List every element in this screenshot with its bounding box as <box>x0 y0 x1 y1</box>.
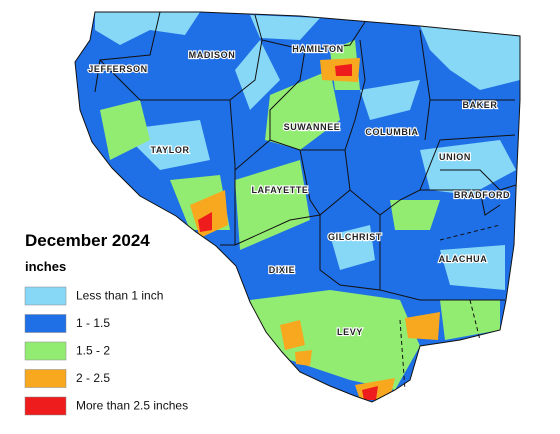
county-label: DIXIE <box>269 265 296 275</box>
rain-zone <box>100 100 150 160</box>
county-label: LEVY <box>337 327 363 337</box>
rain-zone <box>250 290 420 390</box>
legend-title: December 2024 <box>25 231 150 250</box>
border <box>420 169 517 216</box>
county-label: COLUMBIA <box>365 127 418 137</box>
legend: Less than 1 inch 1 - 1.5 1.5 - 2 2 - 2.5 Mor… <box>24 286 188 416</box>
legend-label: More than 2.5 inches <box>76 399 188 413</box>
legend-label: Less than 1 inch <box>76 289 163 303</box>
border <box>220 99 236 246</box>
county-label: UNION <box>439 152 471 162</box>
legend-swatch <box>24 396 67 416</box>
border <box>349 134 516 216</box>
rain-zone <box>198 212 212 232</box>
county-labels: JEFFERSON MADISON HAMILTON BAKER SUWANNEE COL… <box>87 43 510 338</box>
rain-zone <box>420 140 516 195</box>
rain-zone <box>250 15 320 40</box>
county-label: ALACHUA <box>439 254 488 264</box>
rain-zone <box>390 200 440 230</box>
county-label: LAFAYETTE <box>251 185 308 195</box>
county-label: SUWANNEE <box>284 122 341 132</box>
county-label: BRADFORD <box>454 190 510 200</box>
county-label: HAMILTON <box>292 44 343 54</box>
rain-zone <box>280 320 305 350</box>
border <box>94 11 161 93</box>
border <box>99 14 263 101</box>
rain-zone <box>335 64 352 76</box>
rain-zone <box>295 350 312 366</box>
border <box>399 224 501 391</box>
rain-zone <box>235 40 280 110</box>
county-label: GILCHRIST <box>328 232 382 242</box>
border <box>261 21 366 51</box>
legend-unit: inches <box>25 259 66 274</box>
legend-label: 1.5 - 2 <box>76 344 110 358</box>
rain-zone <box>405 312 440 340</box>
rain-zone <box>360 80 420 120</box>
rain-zone <box>95 12 200 45</box>
legend-swatch <box>24 341 67 361</box>
rain-zone <box>420 26 520 90</box>
county-label: BAKER <box>462 100 497 110</box>
legend-label: 2 - 2.5 <box>76 371 110 385</box>
county-label: JEFFERSON <box>88 64 147 74</box>
legend-swatch <box>24 369 67 388</box>
county-borders <box>74 11 521 403</box>
rain-zone <box>235 160 310 250</box>
border <box>379 215 505 301</box>
legend-swatch <box>24 286 67 306</box>
legend-swatch <box>24 314 67 333</box>
rain-zone <box>362 386 378 400</box>
county-label: MADISON <box>189 50 236 60</box>
rain-zone <box>265 70 340 150</box>
border <box>419 29 515 141</box>
rain-zone <box>440 300 500 340</box>
legend-label: 1 - 1.5 <box>76 316 110 330</box>
rain-zone <box>440 245 505 290</box>
county-label: TAYLOR <box>150 145 189 155</box>
rain-zone <box>330 225 375 270</box>
